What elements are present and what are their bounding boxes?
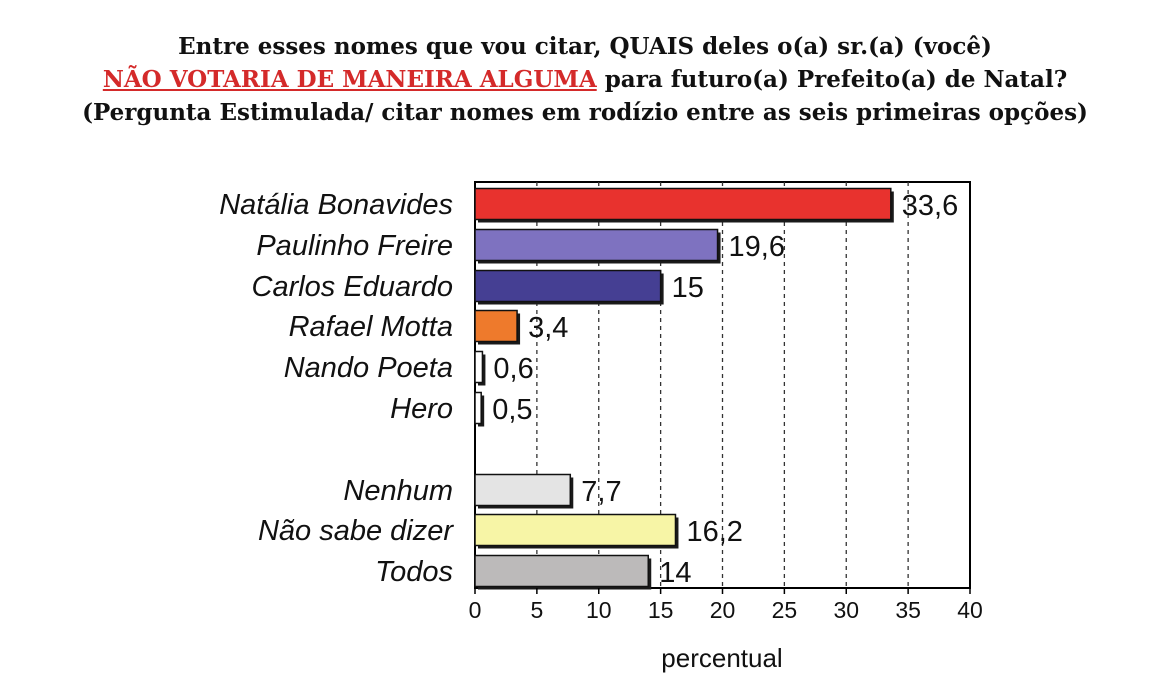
value-label: 0,6 xyxy=(493,353,533,385)
value-label: 0,5 xyxy=(492,394,532,426)
bar xyxy=(474,309,518,343)
category-label: Paulinho Freire xyxy=(256,230,453,262)
value-label: 16,2 xyxy=(686,516,742,548)
value-label: 3,4 xyxy=(528,312,568,344)
category-label: Não sabe dizer xyxy=(258,515,454,547)
category-label: Nenhum xyxy=(343,475,453,507)
bar xyxy=(474,187,892,221)
value-label: 33,6 xyxy=(902,190,958,222)
bar xyxy=(474,513,677,547)
chart-title: Entre esses nomes que vou citar, QUAIS d… xyxy=(0,30,1170,129)
category-label: Natália Bonavides xyxy=(219,189,453,221)
category-label: Rafael Motta xyxy=(289,311,453,343)
title-line-3: (Pergunta Estimulada/ citar nomes em rod… xyxy=(82,99,1088,126)
bar xyxy=(474,554,649,588)
category-label: Hero xyxy=(390,393,453,425)
x-tick-label: 30 xyxy=(833,597,859,623)
title-line-1: Entre esses nomes que vou citar, QUAIS d… xyxy=(178,33,992,60)
bar xyxy=(474,350,484,384)
x-tick-label: 35 xyxy=(895,597,921,623)
bar xyxy=(474,269,662,303)
value-label: 19,6 xyxy=(729,231,785,263)
x-tick-label: 10 xyxy=(586,597,612,623)
bar xyxy=(474,391,482,425)
bar xyxy=(474,228,719,262)
title-line-2: NÃO VOTARIA DE MANEIRA ALGUMA para futur… xyxy=(0,63,1170,96)
title-highlight: NÃO VOTARIA DE MANEIRA ALGUMA xyxy=(102,66,597,93)
x-tick-label: 40 xyxy=(957,597,983,623)
bar xyxy=(474,473,572,507)
x-tick-label: 20 xyxy=(710,597,736,623)
value-label: 7,7 xyxy=(581,476,621,508)
x-tick-label: 5 xyxy=(530,597,543,623)
category-label: Todos xyxy=(375,556,453,588)
x-tick-label: 0 xyxy=(469,597,482,623)
value-label: 15 xyxy=(672,272,704,304)
category-label: Carlos Eduardo xyxy=(252,271,454,303)
x-tick-label: 15 xyxy=(648,597,674,623)
category-label: Nando Poeta xyxy=(284,352,453,384)
x-tick-label: 25 xyxy=(772,597,798,623)
value-label: 14 xyxy=(659,557,691,589)
title-line-2-rest: para futuro(a) Prefeito(a) de Natal? xyxy=(596,66,1068,93)
x-axis-title: percentual xyxy=(661,643,782,673)
